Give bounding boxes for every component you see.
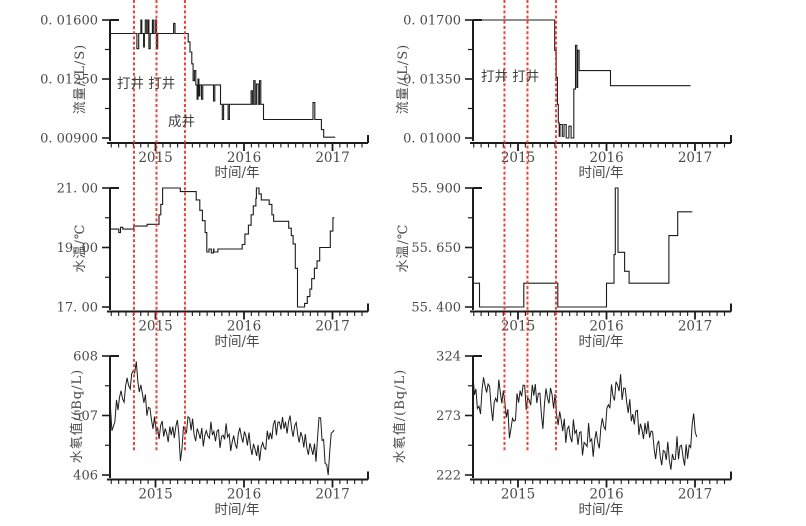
x-tick-label: 2015: [501, 150, 535, 166]
y-tick-label: 0. 01000: [403, 132, 461, 147]
radon-right-xlabel: 时间/年: [578, 502, 624, 518]
flow-right-series: [472, 19, 691, 139]
flow-left-xlabel: 时间/年: [214, 165, 260, 181]
annotation-drill-wells-left: 打井 打井: [117, 76, 176, 92]
y-tick-label: 55. 400: [411, 301, 461, 316]
flow-left-ylabel: 流量/(L/S): [73, 43, 88, 115]
x-tick-label: 2016: [227, 150, 261, 166]
x-tick-label: 2016: [589, 150, 623, 166]
x-tick-label: 2017: [315, 150, 349, 166]
y-tick-label: 0. 01700: [403, 14, 461, 29]
temp-right-series: [472, 187, 693, 308]
y-tick-label: 17. 00: [57, 301, 98, 316]
y-tick-label: 406: [73, 469, 98, 484]
x-tick-label: 2016: [589, 319, 623, 335]
x-tick-label: 2015: [138, 319, 172, 335]
radon-right-series: [472, 373, 698, 470]
y-tick-label: 507: [73, 409, 98, 424]
x-tick-label: 2017: [315, 487, 349, 503]
y-tick-label: 19. 00: [57, 241, 98, 256]
y-tick-label: 0. 01350: [403, 73, 461, 88]
flow-left-series: [110, 19, 336, 138]
x-tick-label: 2016: [227, 487, 261, 503]
annotation-well-completed: 成井: [168, 114, 195, 130]
radon-right-ylabel: 水氡值/(Bq/L): [393, 368, 408, 464]
flow-right-ylabel: 流量/(L/S): [396, 43, 411, 115]
annotation-drill-wells-right: 打井 打井: [481, 69, 540, 85]
y-tick-label: 55. 900: [411, 182, 461, 197]
temp-right-ylabel: 水温/℃: [396, 223, 411, 273]
x-tick-label: 2017: [678, 319, 712, 335]
y-tick-label: 0. 00900: [40, 132, 98, 147]
temp-right-xlabel: 时间/年: [578, 334, 624, 350]
y-tick-label: 324: [436, 350, 461, 365]
y-tick-label: 55. 650: [411, 241, 461, 256]
y-tick-label: 0. 01600: [40, 14, 98, 29]
temp-left-ylabel: 水温/℃: [73, 223, 88, 273]
radon-left-xlabel: 时间/年: [214, 502, 260, 518]
y-tick-label: 21. 00: [57, 182, 98, 197]
y-tick-label: 608: [73, 350, 98, 365]
x-tick-label: 2015: [501, 487, 535, 503]
x-tick-label: 2015: [138, 487, 172, 503]
radon-left-series: [109, 361, 335, 476]
y-tick-label: 0. 01250: [40, 73, 98, 88]
flow-right-xlabel: 时间/年: [578, 165, 624, 181]
temp-left-series: [110, 187, 335, 308]
x-tick-label: 2015: [501, 319, 535, 335]
y-tick-label: 222: [436, 469, 461, 484]
temp-left-xlabel: 时间/年: [214, 334, 260, 350]
x-tick-label: 2016: [227, 319, 261, 335]
y-tick-label: 273: [436, 409, 461, 424]
x-tick-label: 2016: [589, 487, 623, 503]
x-tick-label: 2017: [678, 487, 712, 503]
x-tick-label: 2017: [315, 319, 349, 335]
radon-left-ylabel: 水氡值/(Bq/L): [70, 368, 85, 464]
x-tick-label: 2017: [678, 150, 712, 166]
